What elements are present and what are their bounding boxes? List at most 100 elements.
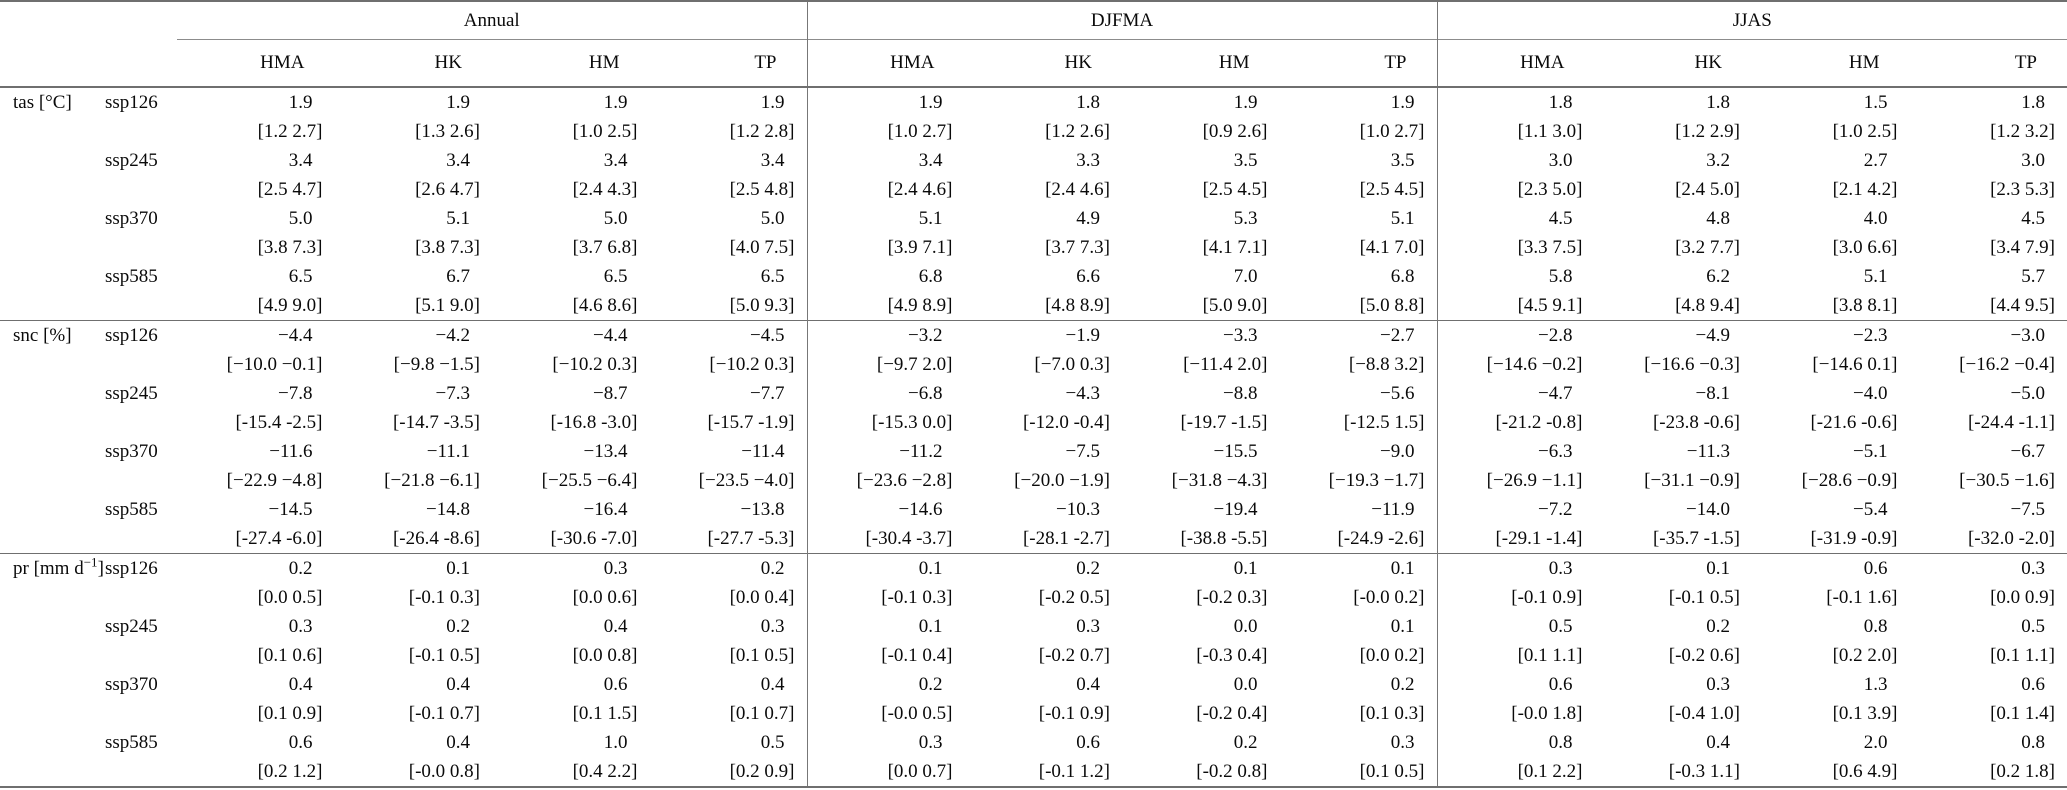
- range-value-cell: [-0.2 0.4]: [1196, 703, 1268, 724]
- variable-label: [0, 495, 105, 524]
- range-value-cell: [-0.1 0.3]: [408, 587, 480, 608]
- scenario-value-row: tas [°C] ssp126 1.9 1.9 1.9 1.9 1.9 1.8 1.9 1.9 1.…: [0, 87, 2067, 117]
- range-value-cell: [−14.6 0.1]: [1812, 354, 1898, 375]
- median-value-cell: −11.3: [1686, 441, 1730, 462]
- range-value-cell: [1.2 3.2]: [1990, 121, 2055, 142]
- median-value-cell: −4.4: [492, 320, 650, 350]
- header-spacer: [0, 1, 177, 40]
- median-value-cell: 0.4: [288, 674, 313, 695]
- variable-label: [0, 437, 105, 466]
- median-value-cell: 4.8: [1706, 208, 1730, 229]
- median-value-cell: 6.8: [1390, 266, 1415, 287]
- median-value-cell: 2.7: [1863, 150, 1888, 171]
- spacer-cell: [0, 583, 105, 612]
- spacer-cell: [0, 641, 105, 670]
- median-value-cell: −11.9: [1371, 499, 1415, 520]
- variable-label: [0, 379, 105, 408]
- range-value-cell: [-30.6 -7.0]: [550, 528, 638, 549]
- median-value-cell: 0.5: [2021, 616, 2045, 637]
- range-value-cell: [-28.1 -2.7]: [1022, 528, 1110, 549]
- median-value-cell: 5.3: [1233, 208, 1258, 229]
- range-value-cell: [0.2 1.2]: [257, 761, 323, 782]
- range-value-cell: [−14.6 −0.2]: [1436, 350, 1595, 379]
- range-value-cell: [3.7 6.8]: [572, 237, 638, 258]
- median-value-cell: 0.2: [649, 553, 807, 583]
- spacer-cell: [105, 408, 177, 437]
- median-value-cell: 3.0: [1436, 146, 1595, 175]
- range-value-cell: [−22.9 −4.8]: [226, 470, 323, 491]
- scenario-label: ssp585: [105, 266, 158, 287]
- median-value-cell: −4.2: [334, 320, 492, 350]
- spacer-cell: [105, 233, 177, 262]
- range-value-cell: [-0.2 0.3]: [1196, 587, 1268, 608]
- range-value-cell: [−9.7 2.0]: [806, 350, 965, 379]
- variable-label: [0, 612, 105, 641]
- range-value-cell: [−28.6 −0.9]: [1801, 470, 1898, 491]
- median-value-cell: −7.8: [278, 383, 313, 404]
- range-value-cell: [0.1 1.5]: [572, 703, 638, 724]
- median-value-cell: −4.3: [1065, 383, 1100, 404]
- spacer-cell: [105, 350, 177, 379]
- range-value-cell: [-0.2 0.6]: [1668, 645, 1740, 666]
- median-value-cell: 0.4: [1706, 732, 1730, 753]
- range-value-cell: [−26.9 −1.1]: [1436, 466, 1595, 495]
- range-value-cell: [-15.4 -2.5]: [235, 412, 323, 433]
- range-value-cell: [-0.4 1.0]: [1668, 703, 1740, 724]
- median-value-cell: 0.1: [1594, 553, 1752, 583]
- range-value-cell: [−25.5 −6.4]: [541, 470, 638, 491]
- range-value-cell: [-24.4 -1.1]: [1967, 412, 2055, 433]
- range-value-cell: [-15.7 -1.9]: [707, 412, 795, 433]
- median-value-cell: −4.0: [1853, 383, 1888, 404]
- median-value-cell: 0.2: [446, 616, 470, 637]
- range-value-cell: [4.8 8.9]: [1045, 295, 1110, 316]
- median-value-cell: −4.7: [1436, 379, 1595, 408]
- spacer-cell: [0, 117, 105, 146]
- range-value-cell: [0.0 0.8]: [572, 645, 638, 666]
- region-header-annual-hk: HK: [334, 39, 492, 88]
- median-value-cell: 0.3: [288, 616, 313, 637]
- spacer-cell: [105, 757, 177, 787]
- median-value-cell: 0.4: [446, 674, 470, 695]
- median-value-cell: −19.4: [1213, 499, 1258, 520]
- scenario-value-row: ssp585 6.5 6.7 6.5 6.5 6.8 6.6 7.0 6.8 5.8 6.2 5.1 5…: [0, 262, 2067, 291]
- range-value-cell: [-38.8 -5.5]: [1180, 528, 1268, 549]
- range-value-cell: [-0.1 1.2]: [1038, 761, 1110, 782]
- range-value-cell: [0.1 1.1]: [1990, 645, 2055, 666]
- scenario-range-row: [1.2 2.7] [1.3 2.6] [1.0 2.5] [1.2 2.8] [1.0…: [0, 117, 2067, 146]
- variable-label-text: snc [%]: [13, 325, 72, 346]
- range-value-cell: [−10.2 0.3]: [552, 354, 638, 375]
- range-value-cell: [1.0 2.7]: [1359, 121, 1425, 142]
- table-body: tas [°C] ssp126 1.9 1.9 1.9 1.9 1.9 1.8 1.9 1.9 1.…: [0, 87, 2067, 787]
- median-value-cell: −14.8: [426, 499, 470, 520]
- scenario-label: ssp126: [105, 553, 177, 583]
- range-value-cell: [-12.5 1.5]: [1343, 412, 1425, 433]
- median-value-cell: −14.5: [268, 499, 313, 520]
- range-value-cell: [2.4 4.6]: [806, 175, 965, 204]
- range-value-cell: [-32.0 -2.0]: [1967, 528, 2055, 549]
- range-value-cell: [0.0 0.5]: [257, 587, 323, 608]
- median-value-cell: −13.8: [740, 499, 785, 520]
- spacer-cell: [0, 408, 105, 437]
- range-value-cell: [3.7 7.3]: [1045, 237, 1110, 258]
- range-value-cell: [2.6 4.7]: [415, 179, 480, 200]
- median-value-cell: 0.2: [806, 670, 965, 699]
- median-value-cell: 0.6: [1436, 670, 1595, 699]
- median-value-cell: 3.2: [1706, 150, 1730, 171]
- range-value-cell: [−23.6 −2.8]: [806, 466, 965, 495]
- range-value-cell: [−30.5 −1.6]: [1959, 470, 2055, 491]
- median-value-cell: −5.0: [2010, 383, 2045, 404]
- median-value-cell: 1.8: [1436, 87, 1595, 117]
- region-header-jjas-hm: HM: [1752, 39, 1910, 88]
- median-value-cell: 0.1: [1279, 553, 1437, 583]
- median-value-cell: −11.1: [426, 441, 470, 462]
- range-value-cell: [−7.0 0.3]: [1034, 354, 1110, 375]
- median-value-cell: −3.3: [1122, 320, 1280, 350]
- range-value-cell: [−16.2 −0.4]: [1959, 354, 2055, 375]
- spacer-cell: [105, 641, 177, 670]
- median-value-cell: 6.5: [603, 266, 628, 287]
- scenario-range-row: [0.1 0.6] [-0.1 0.5] [0.0 0.8] [0.1 0.5] [-0…: [0, 641, 2067, 670]
- median-value-cell: −2.7: [1279, 320, 1437, 350]
- median-value-cell: 0.3: [806, 728, 965, 757]
- median-value-cell: 0.3: [1076, 616, 1100, 637]
